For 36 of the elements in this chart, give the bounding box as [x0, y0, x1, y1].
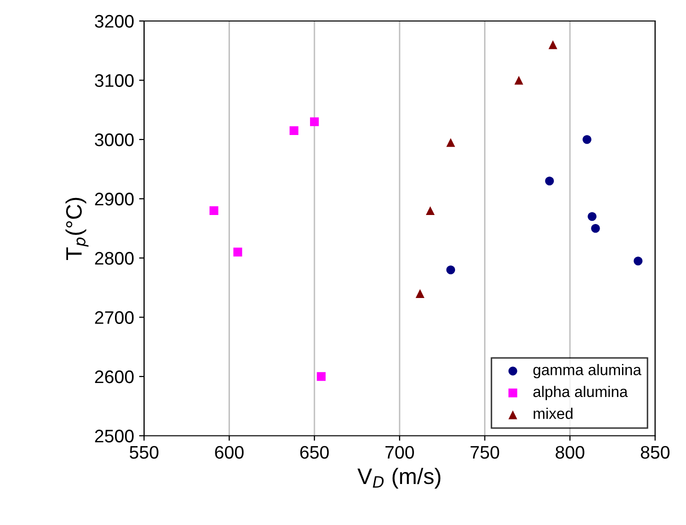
x-tick-label: 650 — [300, 446, 329, 459]
point — [210, 206, 218, 215]
y-tick-label: 2500 — [95, 430, 134, 442]
point — [582, 135, 592, 144]
x-tick-label: 850 — [640, 446, 670, 459]
x-axis-title: V$_{D}$ (m/s) — [357, 468, 440, 489]
point — [233, 248, 242, 256]
x-tick-label: 750 — [470, 446, 500, 459]
point — [290, 126, 298, 136]
point — [514, 76, 524, 85]
point — [310, 117, 319, 126]
legend-label: mixed — [534, 408, 572, 419]
point — [548, 40, 558, 50]
point — [591, 224, 600, 233]
y-tick-label: 3000 — [94, 133, 134, 146]
y-tick-label: 3100 — [94, 74, 134, 87]
legend-label: gamma alumina — [533, 364, 642, 378]
y-tick-label: 3200 — [94, 14, 134, 28]
x-tick-label: 600 — [215, 446, 244, 459]
y-tick-label: 2800 — [95, 252, 134, 265]
point — [446, 265, 456, 274]
point — [446, 138, 456, 147]
point — [634, 256, 642, 266]
y-axis-title: T$_{p}$(°C) — [66, 198, 88, 260]
y-tick-label: 2600 — [95, 370, 134, 384]
legend-label: alpha alumina — [533, 386, 628, 400]
y-tick-label: 2700 — [95, 311, 134, 324]
x-tick-label: 800 — [556, 446, 584, 459]
point — [588, 212, 596, 221]
point — [416, 289, 424, 298]
y-tick-label: 2900 — [95, 192, 134, 206]
x-tick-label: 550 — [130, 446, 158, 459]
point — [426, 206, 435, 215]
point — [316, 372, 326, 381]
x-tick-label: 700 — [385, 446, 414, 459]
point — [545, 176, 554, 186]
